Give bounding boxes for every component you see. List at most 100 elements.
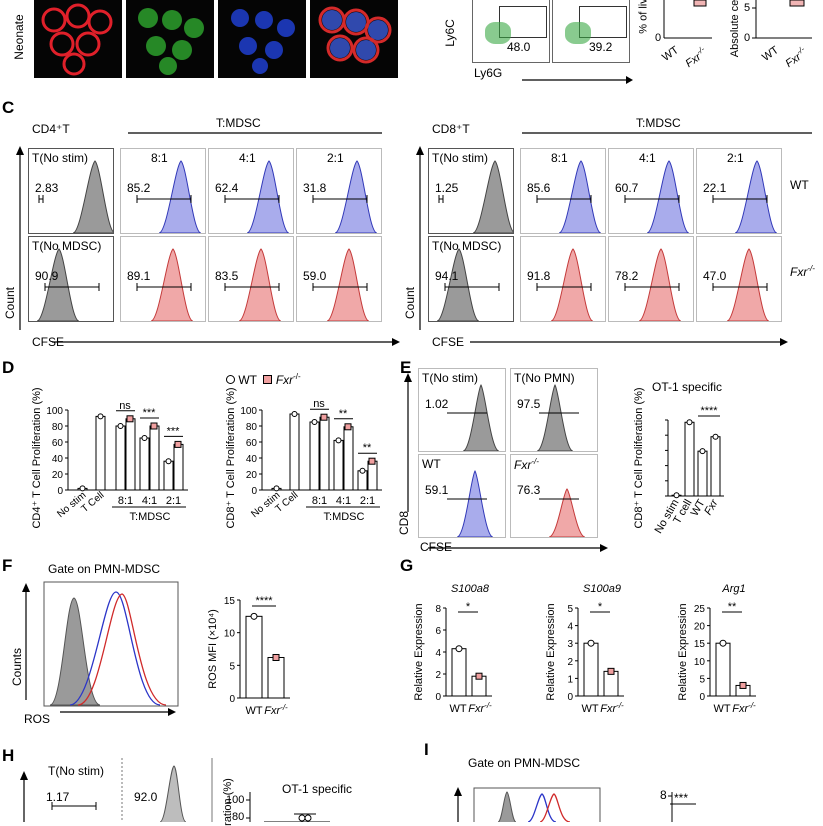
g-sig-label: * xyxy=(598,601,603,613)
histogram-peak xyxy=(246,160,290,233)
cfse-label-cd8: CFSE xyxy=(432,335,465,349)
micrograph-red xyxy=(34,0,122,78)
histogram-plot xyxy=(312,160,378,233)
h-title-1: T(No stim) xyxy=(48,764,104,778)
f-ylabel: ROS MFI (×10⁴) xyxy=(207,609,219,689)
tick-5: 5 xyxy=(744,2,751,14)
cd8-xcat: 2:1 xyxy=(360,495,375,507)
cd8-dot-wt-1 xyxy=(291,411,298,417)
panel-c-label: C xyxy=(2,98,15,117)
cd4-xcat: 2:1 xyxy=(166,495,181,507)
h-val-1: 1.17 xyxy=(46,790,70,804)
f-ytick-label: 0 xyxy=(229,694,235,705)
cd8-sig-label: ** xyxy=(339,408,348,420)
f-xcat-wt: WT xyxy=(245,705,262,717)
cd8-group-label: T:MDSC xyxy=(324,511,365,523)
histogram-peak xyxy=(36,248,80,321)
gate-percent: 59.0 xyxy=(303,269,327,283)
i-sig: *** xyxy=(674,791,689,805)
histogram-plot xyxy=(224,160,290,233)
ros-axis-f: ROS xyxy=(24,712,51,726)
histogram-peak xyxy=(72,160,113,233)
gate-percent: 83.5 xyxy=(215,269,239,283)
histogram-title: 4:1 xyxy=(239,151,256,165)
h-ytick-80: 80 xyxy=(232,811,245,823)
panel-i-label: I xyxy=(424,740,429,759)
cd8-histogram-r1-c0: T(No MDSC) 94.1 xyxy=(428,236,514,322)
panel-f-histogram xyxy=(22,581,179,716)
histogram-title: 2:1 xyxy=(727,151,744,165)
histogram-peak xyxy=(326,248,370,321)
cd4-histogram-r1-c3: 59.0 xyxy=(296,236,382,322)
cd8-histogram-r0-c0: T(No stim) 1.25 xyxy=(428,148,514,234)
e-chart-title: OT-1 specific xyxy=(652,380,723,394)
panel-c-axes xyxy=(16,132,812,346)
cd8-histogram-r0-c2: 4:1 60.7 xyxy=(608,148,694,234)
f-dot-wt xyxy=(250,612,258,620)
cd8-histogram-r0-c3: 2:1 22.1 xyxy=(696,148,782,234)
flow-ly6-2: 39.2 xyxy=(552,0,630,63)
histogram-plot xyxy=(312,248,370,321)
g-ytick-label: 15 xyxy=(694,639,706,650)
cd4-dot-ko-2 xyxy=(126,415,134,423)
g-sig-label: ** xyxy=(728,601,737,613)
histogram-peak xyxy=(536,384,574,451)
histogram-plot xyxy=(712,160,778,233)
cd4-ytick-label: 60 xyxy=(52,438,64,449)
panel-h-label: H xyxy=(2,746,15,765)
f-gate-label: Gate on PMN-MDSC xyxy=(48,562,161,576)
g-dot-wt xyxy=(455,645,463,653)
g-xcat-wt: WT xyxy=(449,703,466,715)
gate-percent: 22.1 xyxy=(703,181,727,195)
ko-superscript: -/- xyxy=(280,703,288,712)
cd4-histogram-r0-c1: 8:1 85.2 xyxy=(120,148,206,234)
row-label-ko: Fxr-/- xyxy=(790,264,815,279)
cd8-xcat: 4:1 xyxy=(336,495,351,507)
tick-0-a: 0 xyxy=(655,32,662,44)
e-dot-1 xyxy=(686,419,693,426)
cd4-ytick-label: 100 xyxy=(46,406,63,417)
cd8-ytick-label: 40 xyxy=(246,454,258,465)
cd4-xcat: 4:1 xyxy=(142,495,157,507)
g-xcat-wt: WT xyxy=(581,703,598,715)
cd8-dot-ko-4 xyxy=(368,457,376,465)
cd8-ylabel: CD8⁺ T Cell Proliferation (%) xyxy=(225,387,237,528)
histogram-plot xyxy=(447,384,500,451)
cd4-ytick-label: 20 xyxy=(52,470,64,481)
g-ytick-label: 20 xyxy=(694,622,706,633)
cd8-sig-label: ** xyxy=(363,442,372,454)
e-dot-3 xyxy=(712,433,719,440)
gate-percent: 31.8 xyxy=(303,181,327,195)
histogram-title: T(No stim) xyxy=(32,151,88,165)
g-dot-ko xyxy=(739,681,747,689)
e-histogram-0: T(No stim) 1.02 xyxy=(418,368,506,452)
g-ytick-label: 3 xyxy=(567,639,573,650)
cd4-histogram-r0-c3: 2:1 31.8 xyxy=(296,148,382,234)
cd8-dot-wt-2 xyxy=(311,419,318,425)
f-ytick-label: 15 xyxy=(224,596,236,607)
gate-percent: 91.8 xyxy=(527,269,551,283)
cd4-histogram-r1-c1: 89.1 xyxy=(120,236,206,322)
gate-percent: 89.1 xyxy=(127,269,151,283)
cd8-sig-label: ns xyxy=(313,398,325,410)
cd4-xcat: 8:1 xyxy=(118,495,133,507)
cd4-ytick-label: 0 xyxy=(57,486,63,497)
cd8-histogram-r1-c1: 91.8 xyxy=(520,236,606,322)
cd4-group-label: T:MDSC xyxy=(130,511,171,523)
panel-b-axes xyxy=(522,0,812,84)
g-ytick-label: 2 xyxy=(567,657,573,668)
panel-e-axes xyxy=(404,373,608,552)
gate-percent: 2.83 xyxy=(35,181,59,195)
cd8-histogram-r1-c3: 47.0 xyxy=(696,236,782,322)
tick-0-b: 0 xyxy=(744,32,751,44)
cfse-axis-e: CFSE xyxy=(420,540,453,554)
gate-percent: 76.3 xyxy=(517,483,541,497)
histogram-peak xyxy=(638,248,682,321)
histogram-peak xyxy=(646,160,690,233)
cd8-dot-wt-0 xyxy=(273,485,280,492)
histogram-title: 2:1 xyxy=(327,151,344,165)
g-title-0: S100a8 xyxy=(451,583,490,595)
